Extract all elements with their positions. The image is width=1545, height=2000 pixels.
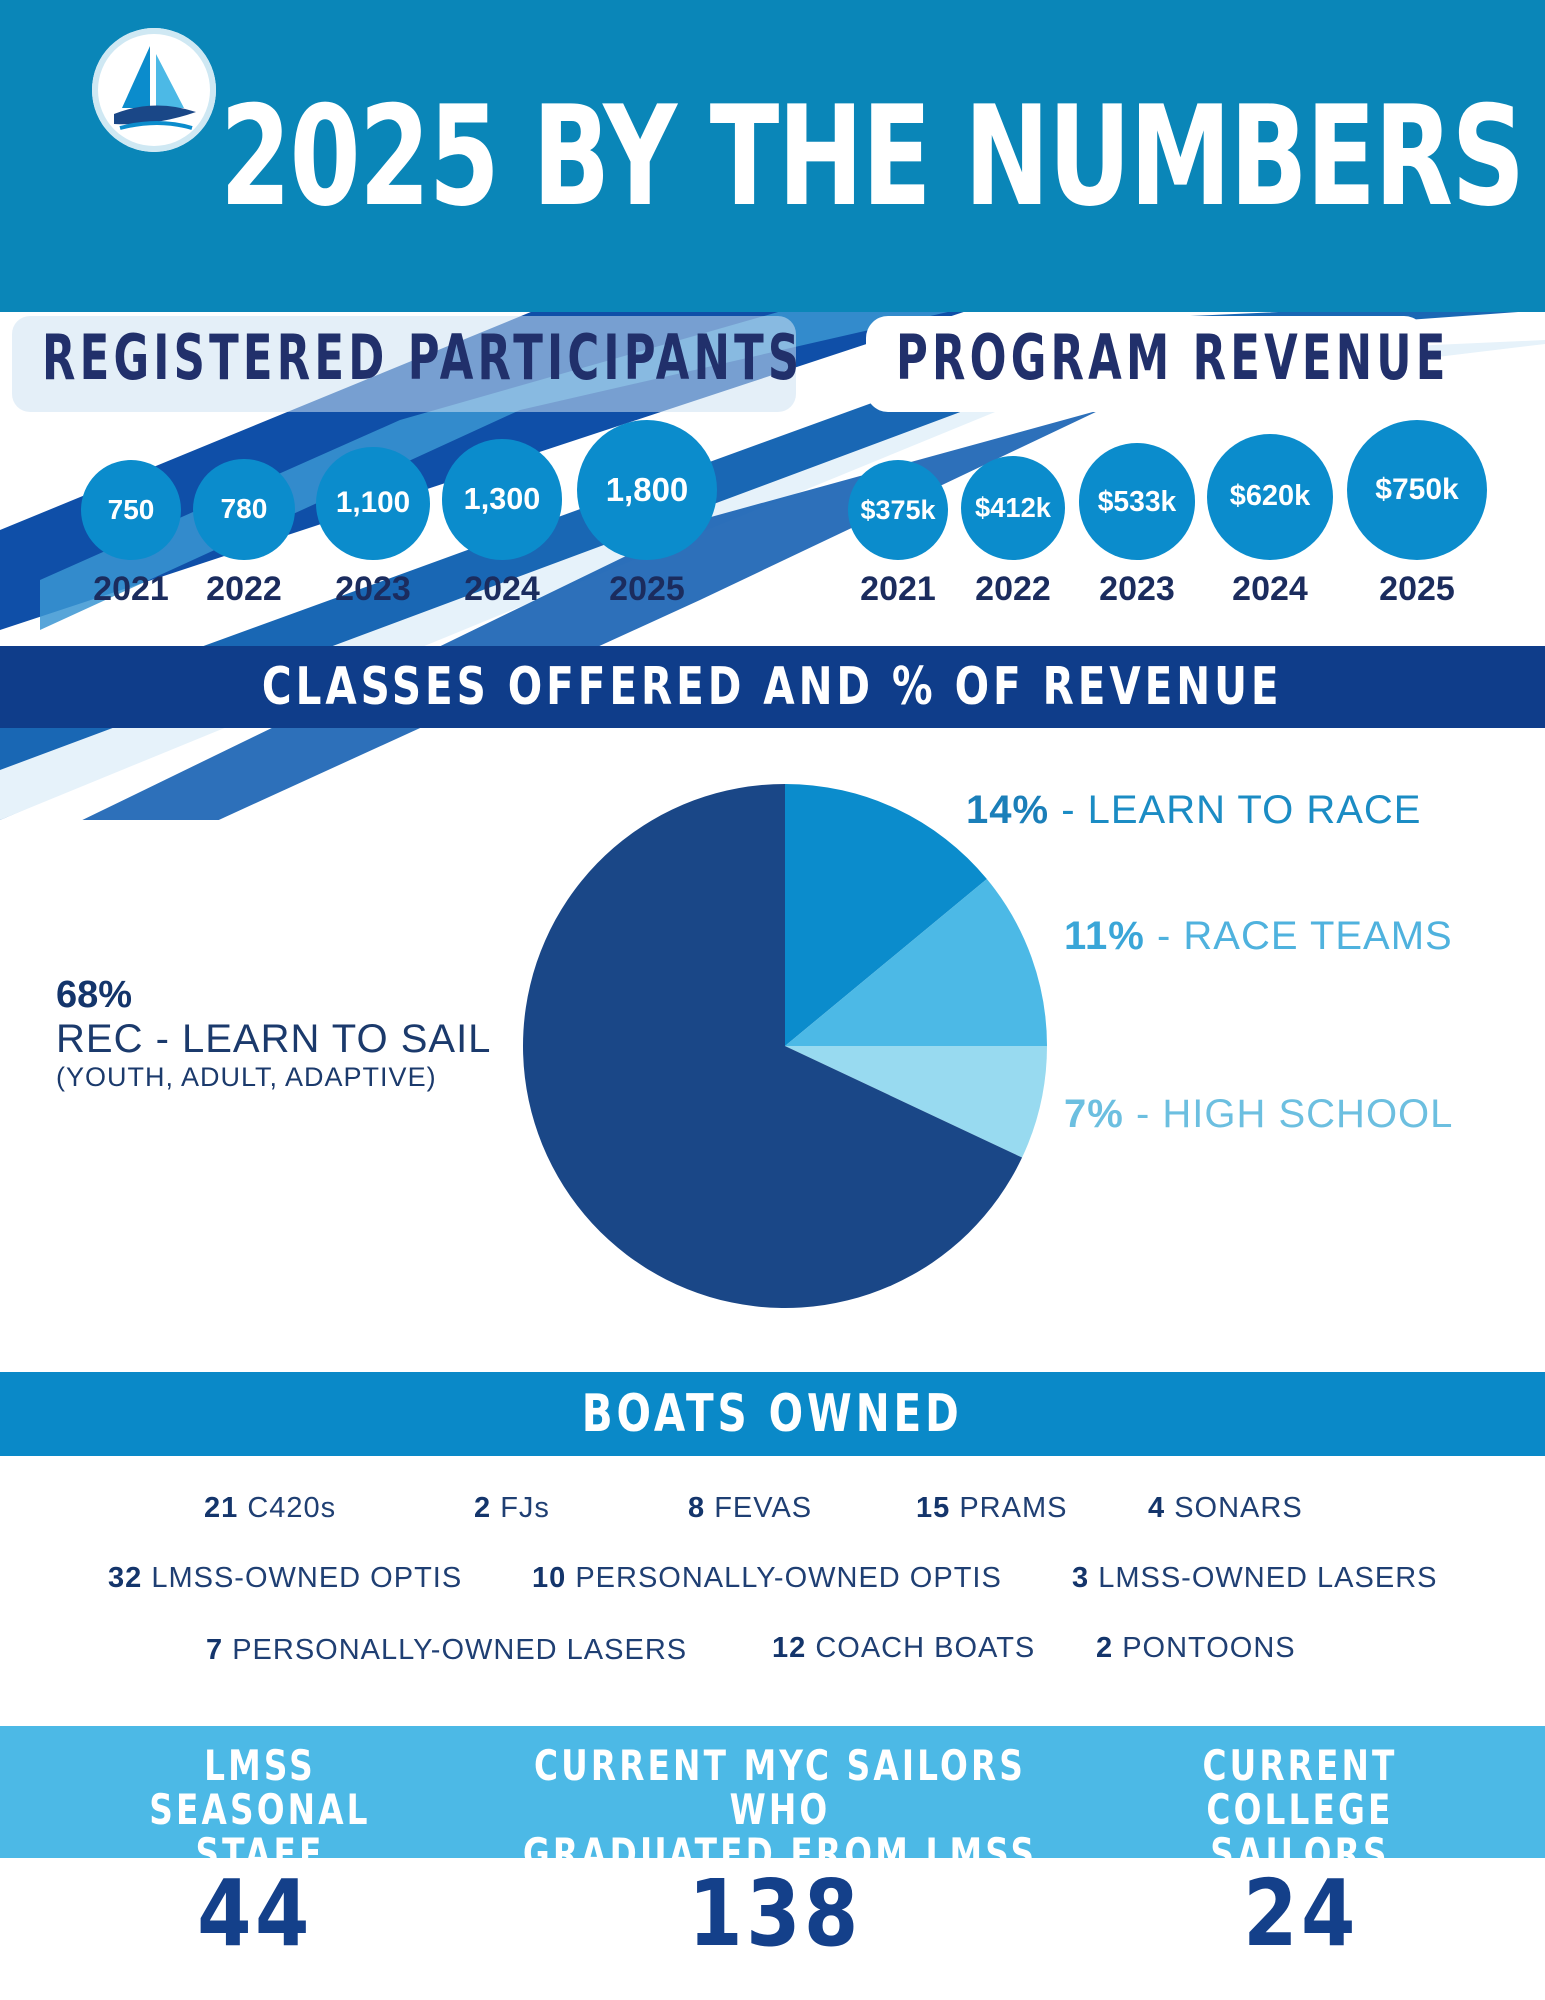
stat-value-staff: 44 xyxy=(197,1860,313,1967)
year-label: 2021 xyxy=(860,570,936,608)
boat-item: 10 PERSONALLY-OWNED OPTIS xyxy=(532,1562,1002,1594)
value-bubble: $620k xyxy=(1206,433,1334,560)
stat-value-college-sailors: 24 xyxy=(1243,1860,1359,1967)
boat-item: 32 LMSS-OWNED OPTIS xyxy=(108,1562,463,1594)
stats-band xyxy=(0,1726,1545,1858)
classes-band: CLASSES OFFERED AND % OF REVENUE xyxy=(0,646,1545,728)
boat-item: 8 FEVAS xyxy=(688,1492,813,1524)
year-label: 2025 xyxy=(609,570,685,608)
pie-pct-learn-to-race: 14% xyxy=(966,788,1050,832)
boat-item: 3 LMSS-OWNED LASERS xyxy=(1072,1562,1438,1594)
value-bubble: $750k xyxy=(1347,420,1487,560)
header-banner xyxy=(0,0,1545,312)
boat-item: 7 PERSONALLY-OWNED LASERS xyxy=(206,1634,688,1666)
value-bubble: 750 xyxy=(81,460,181,560)
value-bubble: 1,100 xyxy=(316,446,430,560)
year-label: 2025 xyxy=(1379,570,1455,608)
pie-label-learn-to-race: 14% - LEARN TO RACE xyxy=(966,788,1421,833)
year-label: 2022 xyxy=(975,570,1051,608)
boats-heading: BOATS OWNED xyxy=(581,1384,963,1444)
year-label: 2024 xyxy=(464,570,540,608)
pie-name-rec: REC - LEARN TO SAIL xyxy=(56,1017,492,1061)
year-label: 2023 xyxy=(335,570,411,608)
pie-label-high-school: 7% - HIGH SCHOOL xyxy=(1064,1092,1453,1137)
pie-slice xyxy=(523,784,1023,1308)
boat-item: 21 C420s xyxy=(204,1492,337,1524)
pie-name-learn-to-race: - LEARN TO RACE xyxy=(1061,788,1422,832)
pie-name-race-teams: - RACE TEAMS xyxy=(1156,914,1453,958)
boat-item: 2 PONTOONS xyxy=(1096,1632,1296,1664)
stat-heading-myc-sailors: CURRENT MYC SAILORS WHO GRADUATED FROM LM… xyxy=(522,1741,1038,1879)
value-bubble: $412k xyxy=(961,456,1065,560)
boats-band: BOATS OWNED xyxy=(0,1372,1545,1456)
pie-sub-rec: (YOUTH, ADULT, ADAPTIVE) xyxy=(56,1062,437,1092)
pie-label-rec: 68% REC - LEARN TO SAIL (YOUTH, ADULT, A… xyxy=(56,974,491,1093)
sailboat-logo-icon xyxy=(92,28,216,152)
revenue-heading-backdrop xyxy=(866,316,1426,412)
year-label: 2023 xyxy=(1099,570,1175,608)
stat-heading-staff: LMSS SEASONAL STAFF xyxy=(149,1741,371,1879)
participants-heading: REGISTERED PARTICIPANTS xyxy=(42,321,804,394)
revenue-pie-chart xyxy=(523,784,1047,1308)
boat-item: 2 FJs xyxy=(474,1492,550,1524)
boat-item: 4 SONARS xyxy=(1148,1492,1303,1524)
revenue-heading: PROGRAM REVENUE xyxy=(896,321,1450,394)
value-bubble: 780 xyxy=(193,458,295,560)
value-bubble: $533k xyxy=(1078,443,1196,560)
stat-value-myc-sailors: 138 xyxy=(688,1860,862,1967)
boat-item: 15 PRAMS xyxy=(916,1492,1068,1524)
value-bubble: $375k xyxy=(848,460,948,560)
pie-pct-high-school: 7% xyxy=(1064,1092,1124,1136)
page-title: 2025 BY THE NUMBERS xyxy=(220,76,1525,237)
pie-pct-race-teams: 11% xyxy=(1064,914,1145,958)
classes-heading: CLASSES OFFERED AND % OF REVENUE xyxy=(262,657,1283,717)
stat-heading-college-sailors: CURRENT COLLEGE SAILORS xyxy=(1202,1741,1398,1879)
pie-slice xyxy=(785,1046,1047,1158)
year-label: 2022 xyxy=(206,570,282,608)
value-bubble: 1,800 xyxy=(577,420,717,560)
pie-name-high-school: - HIGH SCHOOL xyxy=(1135,1092,1454,1136)
year-label: 2024 xyxy=(1232,570,1308,608)
pie-pct-rec: 68% xyxy=(56,974,133,1016)
pie-slice xyxy=(785,784,987,1046)
participants-heading-backdrop xyxy=(12,316,796,412)
value-bubble: 1,300 xyxy=(441,439,563,560)
pie-label-race-teams: 11% - RACE TEAMS xyxy=(1064,914,1453,959)
pie-slice xyxy=(785,878,1047,1046)
year-label: 2021 xyxy=(93,570,169,608)
boat-item: 12 COACH BOATS xyxy=(772,1632,1036,1664)
